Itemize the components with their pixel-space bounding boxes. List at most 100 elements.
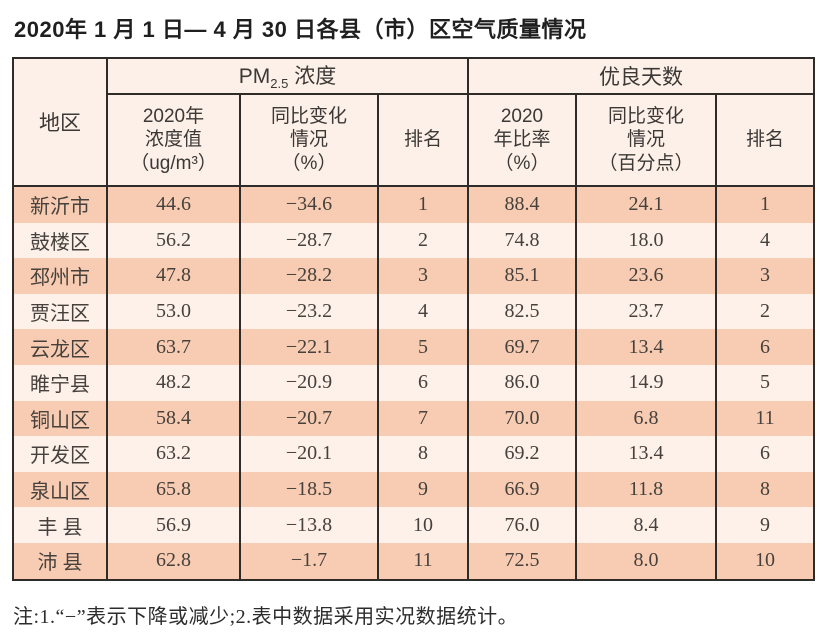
pm25-subscript: 2.5 (270, 76, 289, 92)
cell-pm-change: −20.1 (239, 436, 379, 472)
column-header-pm-change: 同比变化 情况 （%） (239, 94, 379, 187)
cell-pm-change: −1.7 (239, 542, 379, 580)
air-quality-table: 地区 PM2.5 浓度 优良天数 2020年 浓度值 （ug/m³） 同比变化 … (12, 57, 816, 581)
cell-pm-change: −18.5 (239, 471, 379, 508)
cell-pm-rank: 4 (377, 293, 469, 330)
column-header-ratio-rank: 排名 (714, 94, 816, 187)
cell-region: 沛 县 (12, 542, 108, 580)
column-header-pm-value: 2020年 浓度值 （ug/m³） (106, 94, 241, 187)
cell-pm-rank: 6 (377, 364, 469, 401)
cell-ratio-rank: 4 (714, 222, 816, 259)
column-header-region: 地区 (12, 58, 108, 187)
cell-ratio: 86.0 (467, 364, 577, 401)
cell-region: 云龙区 (12, 329, 108, 365)
cell-pm-change: −20.9 (239, 364, 379, 401)
table-row: 睢宁县 48.2 −20.9 6 86.0 14.9 5 (12, 364, 816, 401)
column-header-ratio: 2020 年比率 （%） (467, 94, 577, 187)
table-row: 云龙区 63.7 −22.1 5 69.7 13.4 6 (12, 329, 816, 365)
table-row: 贾汪区 53.0 −23.2 4 82.5 23.7 2 (12, 293, 816, 330)
cell-pm-value: 58.4 (106, 400, 241, 437)
cell-ratio: 66.9 (467, 471, 577, 508)
cell-ratio: 70.0 (467, 400, 577, 437)
cell-ratio-change: 11.8 (575, 471, 717, 508)
table-row: 丰 县 56.9 −13.8 10 76.0 8.4 9 (12, 507, 816, 543)
cell-pm-value: 53.0 (106, 293, 241, 330)
cell-pm-value: 62.8 (106, 542, 241, 580)
table-row: 泉山区 65.8 −18.5 9 66.9 11.8 8 (12, 471, 816, 508)
group-header-pm25: PM2.5 浓度 (106, 58, 469, 95)
table-body: 新沂市 44.6 −34.6 1 88.4 24.1 1 鼓楼区 56.2 −28.7 2 74.8 1… (12, 186, 816, 580)
cell-ratio: 76.0 (467, 507, 577, 543)
cell-ratio-change: 6.8 (575, 400, 717, 437)
cell-pm-change: −13.8 (239, 507, 379, 543)
cell-pm-rank: 2 (377, 222, 469, 259)
cell-ratio-change: 13.4 (575, 329, 717, 365)
pm25-label-suffix: 浓度 (288, 65, 337, 89)
cell-ratio: 69.7 (467, 329, 577, 365)
cell-pm-value: 63.2 (106, 436, 241, 472)
cell-ratio: 72.5 (467, 542, 577, 580)
cell-ratio-change: 23.6 (575, 258, 717, 294)
cell-ratio: 88.4 (467, 186, 577, 223)
cell-ratio-rank: 6 (714, 436, 816, 472)
table-row: 邳州市 47.8 −28.2 3 85.1 23.6 3 (12, 258, 816, 294)
cell-ratio-rank: 5 (714, 364, 816, 401)
cell-region: 开发区 (12, 436, 108, 472)
cell-pm-change: −23.2 (239, 293, 379, 330)
cell-pm-value: 56.2 (106, 222, 241, 259)
cell-pm-rank: 9 (377, 471, 469, 508)
group-header-good-days: 优良天数 (466, 58, 816, 95)
cell-pm-rank: 11 (377, 542, 469, 580)
cell-ratio-change: 23.7 (575, 293, 717, 330)
cell-ratio-rank: 10 (714, 542, 816, 580)
cell-pm-rank: 10 (377, 507, 469, 543)
table-header: 地区 PM2.5 浓度 优良天数 2020年 浓度值 （ug/m³） 同比变化 … (12, 58, 816, 187)
cell-region: 泉山区 (12, 471, 108, 508)
cell-ratio-rank: 9 (714, 507, 816, 543)
pm25-label-prefix: PM (238, 65, 271, 89)
cell-region: 新沂市 (12, 186, 108, 223)
cell-ratio-change: 8.0 (575, 542, 717, 580)
cell-ratio-rank: 2 (714, 293, 816, 330)
table-row: 沛 县 62.8 −1.7 11 72.5 8.0 10 (12, 542, 816, 580)
cell-ratio-rank: 11 (714, 400, 816, 437)
cell-pm-value: 56.9 (106, 507, 241, 543)
cell-pm-value: 48.2 (106, 364, 241, 401)
cell-ratio-change: 13.4 (575, 436, 717, 472)
cell-pm-rank: 7 (377, 400, 469, 437)
page-title: 2020年 1 月 1 日— 4 月 30 日各县（市）区空气质量情况 (14, 17, 587, 42)
cell-ratio-change: 14.9 (575, 364, 717, 401)
cell-pm-rank: 1 (377, 186, 469, 223)
cell-region: 鼓楼区 (12, 222, 108, 259)
cell-ratio: 82.5 (467, 293, 577, 330)
cell-ratio-rank: 6 (714, 329, 816, 365)
table-row: 开发区 63.2 −20.1 8 69.2 13.4 6 (12, 436, 816, 472)
cell-ratio-rank: 3 (714, 258, 816, 294)
cell-pm-change: −34.6 (239, 186, 379, 223)
cell-pm-change: −28.2 (239, 258, 379, 294)
cell-pm-rank: 8 (377, 436, 469, 472)
cell-pm-value: 65.8 (106, 471, 241, 508)
cell-region: 贾汪区 (12, 293, 108, 330)
footnote: 注:1.“−”表示下降或减少;2.表中数据采用实况数据统计。 (13, 605, 519, 628)
table-row: 鼓楼区 56.2 −28.7 2 74.8 18.0 4 (12, 222, 816, 259)
cell-pm-change: −20.7 (239, 400, 379, 437)
cell-region: 邳州市 (12, 258, 108, 294)
table-row: 铜山区 58.4 −20.7 7 70.0 6.8 11 (12, 400, 816, 437)
cell-pm-value: 44.6 (106, 186, 241, 223)
cell-pm-value: 47.8 (106, 258, 241, 294)
cell-ratio: 74.8 (467, 222, 577, 259)
cell-ratio: 69.2 (467, 436, 577, 472)
cell-pm-value: 63.7 (106, 329, 241, 365)
cell-region: 丰 县 (12, 507, 108, 543)
cell-ratio: 85.1 (467, 258, 577, 294)
cell-pm-rank: 3 (377, 258, 469, 294)
cell-ratio-change: 18.0 (575, 222, 717, 259)
cell-region: 铜山区 (12, 400, 108, 437)
cell-region: 睢宁县 (12, 364, 108, 401)
column-header-ratio-change: 同比变化 情况 （百分点） (575, 94, 717, 187)
cell-ratio-change: 8.4 (575, 507, 717, 543)
column-header-pm-rank: 排名 (377, 94, 469, 187)
cell-pm-change: −22.1 (239, 329, 379, 365)
cell-ratio-change: 24.1 (575, 186, 717, 223)
